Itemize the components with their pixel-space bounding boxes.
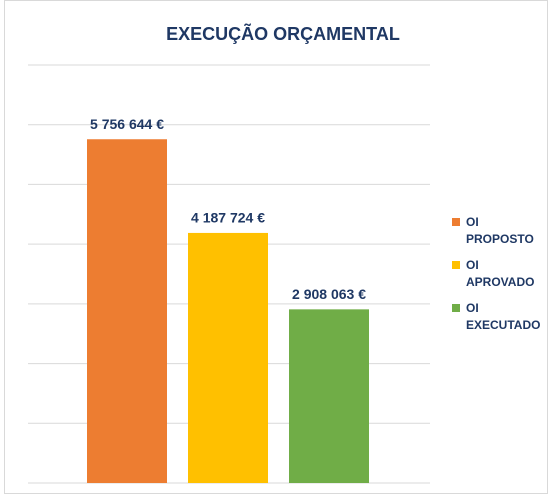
value-label: 4 187 724 € <box>191 210 265 226</box>
legend-entry: OI APROVADO <box>452 257 536 291</box>
value-label: 2 908 063 € <box>292 286 366 302</box>
legend-swatch <box>452 261 460 269</box>
bar <box>188 232 268 483</box>
legend-entry: OI EXECUTADO <box>452 300 541 334</box>
chart-title: EXECUÇÃO ORÇAMENTAL <box>166 23 400 44</box>
value-label: 5 756 644 € <box>90 116 164 132</box>
bar <box>87 139 167 484</box>
legend-swatch <box>452 218 460 226</box>
bar <box>289 309 369 483</box>
legend-swatch <box>452 304 460 312</box>
legend-entry: OI PROPOSTO <box>452 214 536 248</box>
legend-label: OI EXECUTADO <box>466 301 541 332</box>
legend-label: OI APROVADO <box>466 258 535 289</box>
legend-label: OI PROPOSTO <box>466 215 534 246</box>
